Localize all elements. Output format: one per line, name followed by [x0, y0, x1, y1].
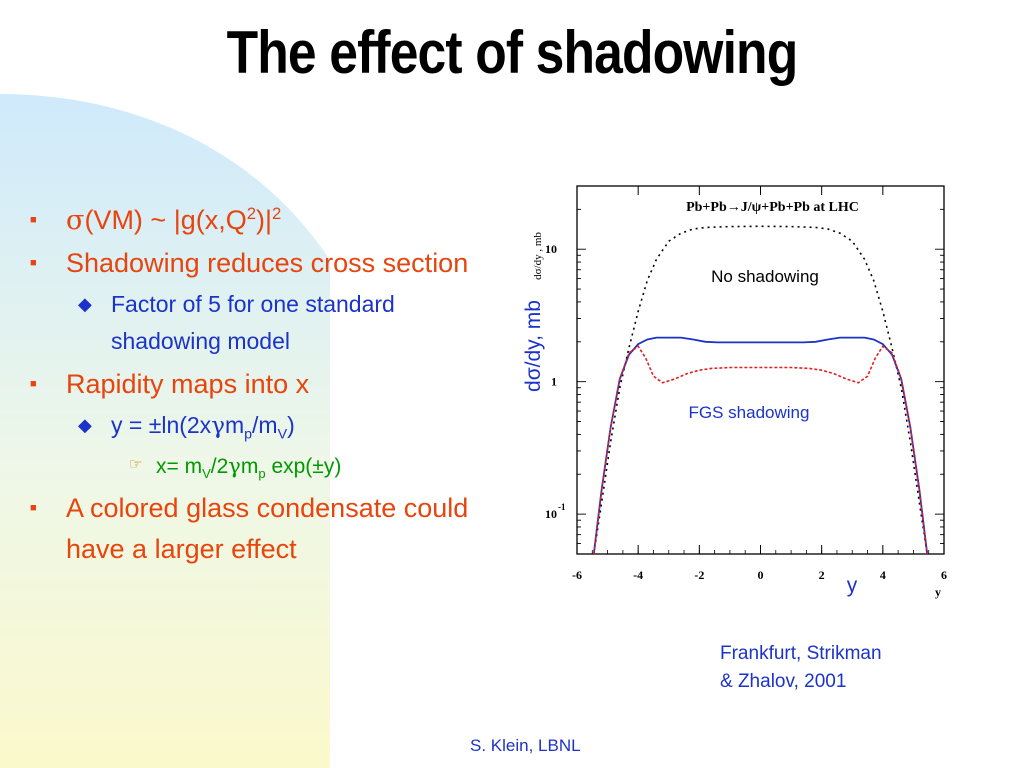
x-tick-label: 2: [819, 568, 825, 582]
y-tick-label: 10: [545, 242, 557, 256]
credit-line-2: & Zhalov, 2001: [720, 671, 847, 692]
y-axis-label: dσ/dy , mb: [532, 232, 544, 280]
diamond-bullet-icon: ◆: [78, 415, 92, 435]
x-tick-label: 6: [941, 568, 947, 582]
square-bullet-icon: ■: [30, 214, 37, 226]
bullet-text: V: [202, 466, 211, 482]
pointing-hand-icon: ☞: [129, 456, 143, 473]
annotation-fgs-shadowing: FGS shadowing: [689, 403, 810, 422]
bullet-text: γ: [211, 413, 225, 439]
bullet-text: p: [244, 426, 253, 443]
bullet-text: /m: [252, 412, 278, 438]
bullet-text: exp(±y): [265, 455, 342, 478]
bullet-text: 2: [246, 204, 257, 223]
bullet-text: A colored glass condensate could have a …: [66, 493, 469, 564]
series-line-2: [593, 345, 928, 555]
y-axis-label-overlay: dσ/dy, mb: [522, 300, 545, 392]
x-tick-label: 4: [880, 568, 886, 582]
slide-title: The effect of shadowing: [226, 19, 799, 86]
bullet-level-1: ■ A colored glass condensate could have a…: [28, 488, 508, 570]
bullet-text: /2: [210, 455, 229, 478]
bullet-text: x= m: [156, 455, 203, 478]
y-tick-label: 10: [545, 507, 557, 521]
bullet-text: Factor of 5 for one standard shadowing m…: [111, 291, 395, 354]
bullet-text: γ: [228, 454, 241, 478]
x-tick-label: -2: [694, 568, 704, 582]
square-bullet-icon: ■: [30, 502, 37, 514]
chart-title: Pb+Pb→J/ψ+Pb+Pb at LHC: [686, 200, 859, 215]
bullet-text: ): [287, 412, 295, 438]
bullet-text: Rapidity maps into x: [66, 369, 310, 399]
footer-author: S. Klein, LBNL: [470, 736, 581, 755]
annotation-no-shadowing: No shadowing: [711, 267, 819, 286]
x-tick-label: -4: [633, 568, 643, 582]
bullet-text: (VM) ~ |g(x,Q: [84, 205, 247, 235]
x-tick-label: 0: [758, 568, 764, 582]
square-bullet-icon: ■: [30, 257, 37, 269]
bullet-text: V: [277, 426, 288, 443]
bullet-level-1: ■ Shadowing reduces cross section: [28, 243, 508, 284]
plot-frame: [576, 185, 945, 555]
bullet-text: p: [258, 466, 266, 482]
diamond-bullet-icon: ◆: [78, 294, 92, 314]
bullet-list: ■ σ(VM) ~ |g(x,Q2)|2 ■ Shadowing reduces cr…: [28, 200, 508, 572]
bullet-level-3: ☞ x= mV/2γmp exp(±y): [28, 449, 508, 484]
bullet-level-2: ◆ Factor of 5 for one standard shadowing …: [28, 286, 508, 360]
credit-line-1: Frankfurt, Strikman: [720, 643, 882, 664]
bullet-text: Shadowing reduces cross section: [66, 248, 469, 278]
bullet-text: σ: [66, 205, 85, 236]
x-axis-label: y: [935, 585, 941, 599]
bullet-text: m: [240, 455, 259, 478]
y-tick-exponent: -1: [558, 502, 566, 512]
bullet-text: m: [224, 412, 245, 438]
bullet-text: )|: [256, 205, 273, 235]
square-bullet-icon: ■: [30, 378, 37, 390]
y-tick-label: 1: [551, 375, 557, 389]
x-axis-label-overlay: y: [847, 574, 858, 597]
bullet-text: y = ±ln(2x: [111, 412, 212, 438]
credit-text: Frankfurt, Strikman & Zhalov, 2001: [720, 640, 940, 696]
bullet-level-1: ■ Rapidity maps into x: [28, 364, 508, 405]
x-tick-label: -6: [572, 568, 582, 582]
bullet-text: 2: [272, 204, 282, 223]
bullet-level-1: ■ σ(VM) ~ |g(x,Q2)|2: [28, 200, 508, 241]
bullet-level-2: ◆ y = ±ln(2xγmp/mV): [28, 407, 508, 445]
